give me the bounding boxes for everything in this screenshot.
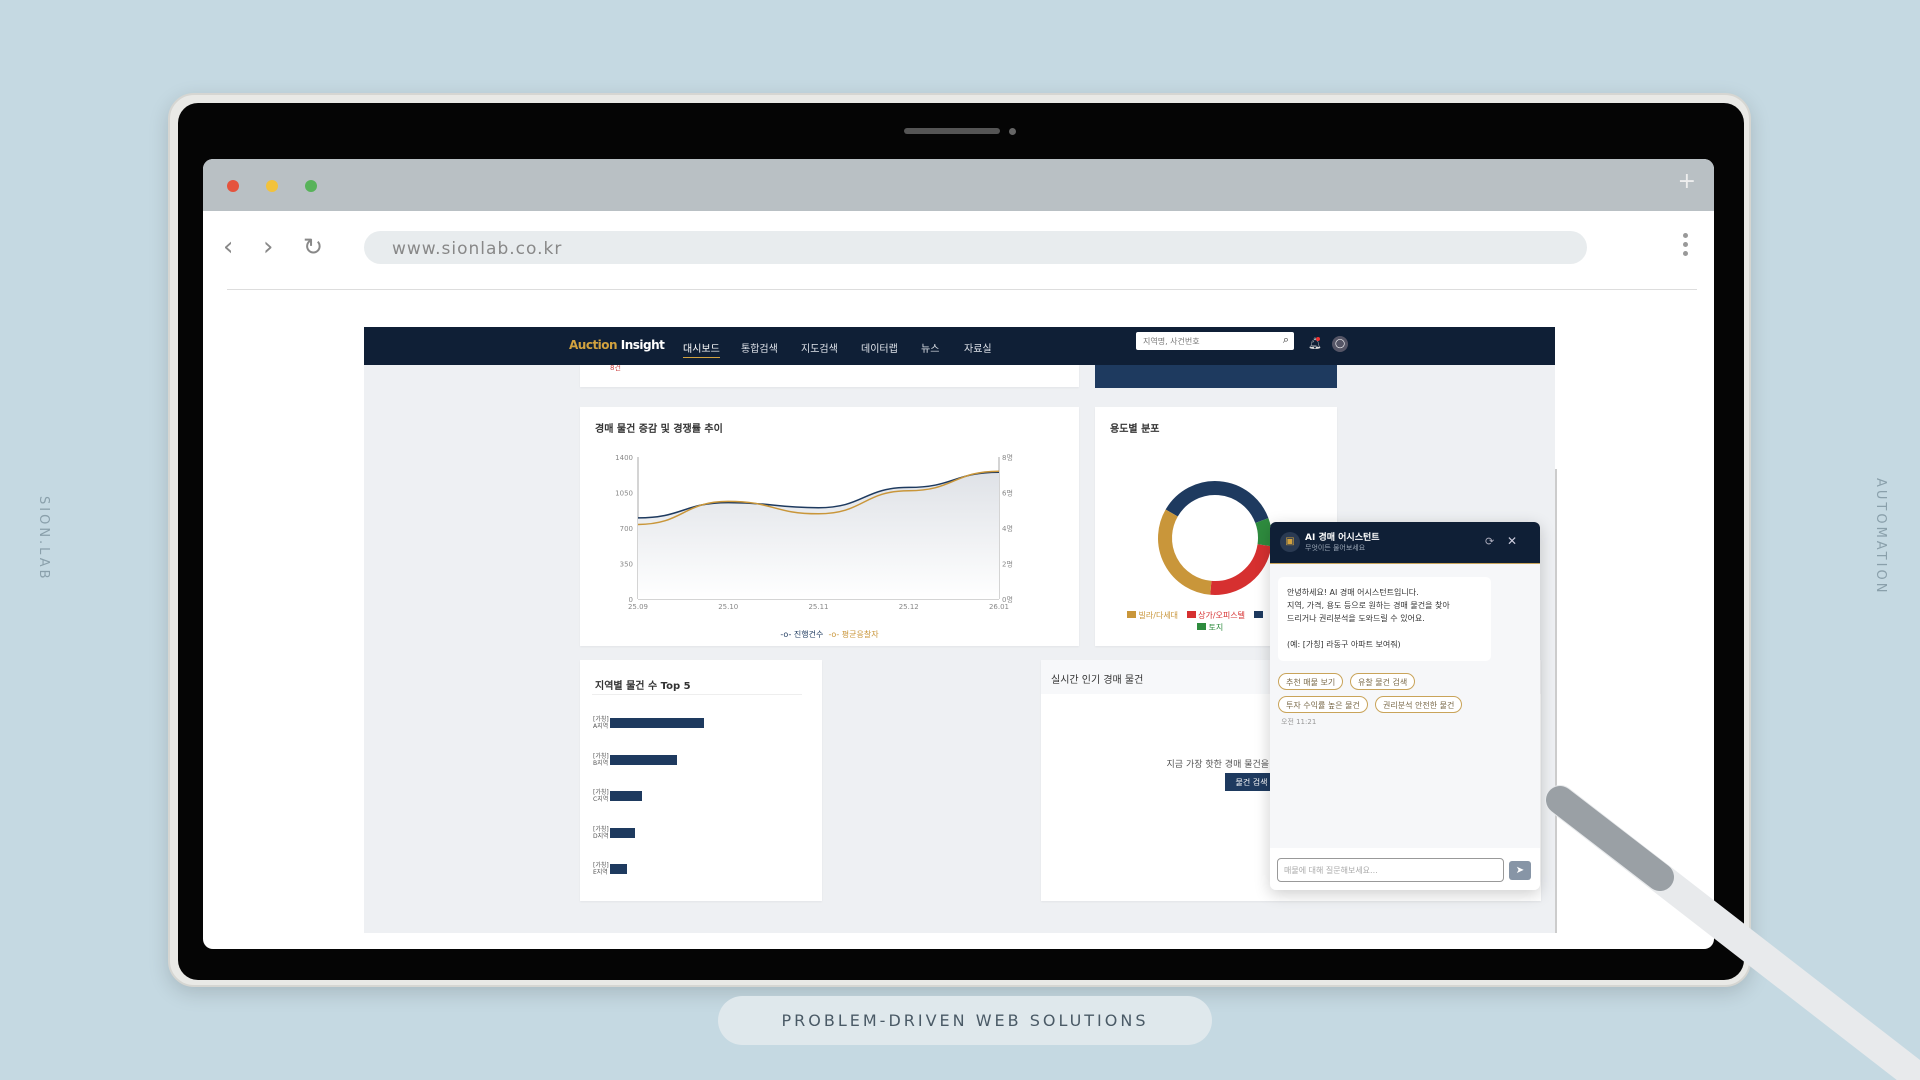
series-area — [638, 472, 999, 599]
y-tick-right: 8명 — [1002, 453, 1013, 462]
chart-title: 지역별 물건 수 Top 5 — [595, 681, 691, 692]
nav-news[interactable]: 뉴스 — [921, 344, 940, 355]
y-tick-left: 1050 — [615, 490, 633, 498]
search-icon[interactable]: ⌕ — [1282, 333, 1289, 346]
site-logo[interactable]: Auction Insight — [569, 338, 665, 352]
region-bar — [610, 864, 627, 874]
chart-legend: -o- 진행건수 -o- 평균응찰자 — [580, 629, 1079, 640]
nav-map-search[interactable]: 지도검색 — [801, 344, 838, 355]
header-search-input[interactable]: 지역명, 사건번호 ⌕ — [1136, 332, 1294, 350]
chip-failed-bid[interactable]: 유찰 물건 검색 — [1350, 673, 1416, 690]
nav-datalab[interactable]: 데이터랩 — [861, 344, 898, 355]
usage-donut-chart — [1158, 481, 1272, 595]
bar-label: [가칭] D지역 — [593, 825, 609, 840]
refresh-icon[interactable]: ⟳ — [1485, 535, 1495, 548]
region-bar — [610, 754, 677, 765]
chip-recommended[interactable]: 추천 매물 보기 — [1278, 673, 1344, 690]
region-bar — [610, 791, 642, 801]
donut-legend: 빌라/다세대 상가/오피스텔 토지 — [1127, 610, 1327, 634]
x-tick: 25.09 — [628, 603, 648, 611]
region-top5-card: 지역별 물건 수 Top 5 [가칭] A지역 [가칭] B지역 [가칭] C지역 [… — [580, 660, 822, 901]
send-icon[interactable]: ➤ — [1509, 861, 1531, 880]
trend-chart-card: 경매 물건 증감 및 경쟁률 추이 0 350 700 1050 1400 0명 2명 4명 6… — [580, 407, 1079, 646]
series-line — [637, 470, 1000, 526]
table-cell: 8건 — [610, 364, 621, 372]
robot-icon: ▣ — [1280, 532, 1300, 552]
region-bar — [610, 718, 704, 728]
close-icon[interactable]: ✕ — [1507, 534, 1518, 548]
x-tick: 25.12 — [899, 603, 919, 611]
y-tick-right: 0명 — [1002, 595, 1013, 604]
y-tick-left: 350 — [620, 561, 633, 569]
divider — [227, 289, 1697, 290]
nav-search[interactable]: 통합검색 — [741, 344, 778, 355]
y-tick-left: 1400 — [615, 454, 633, 462]
donut-slice — [1165, 481, 1269, 524]
reload-icon[interactable]: ↻ — [303, 233, 324, 261]
chat-header: ▣ AI 경매 어시스턴트 무엇이든 물어보세요 ⟳ ✕ — [1270, 522, 1540, 564]
assistant-message: 안녕하세요! AI 경매 어시스턴트입니다. 지역, 가격, 용도 등으로 원하는… — [1278, 577, 1491, 661]
side-label-left: SION.LAB — [36, 496, 51, 582]
divider — [592, 694, 802, 695]
y-tick-right: 6명 — [1002, 489, 1013, 498]
new-tab-button[interactable]: + — [1677, 169, 1696, 194]
donut-slice — [1210, 543, 1272, 595]
camera-dot — [1009, 128, 1016, 135]
address-bar[interactable]: www.sionlab.co.kr — [364, 231, 1587, 264]
y-tick-right: 2명 — [1002, 560, 1013, 569]
forward-icon[interactable]: › — [263, 232, 274, 262]
close-window-dot[interactable] — [227, 180, 239, 192]
x-tick: 25.11 — [808, 603, 828, 611]
nav-dashboard[interactable]: 대시보드 — [683, 340, 720, 358]
chart-title: 경매 물건 증감 및 경쟁률 추이 — [595, 424, 723, 435]
summary-table-partial: 8건 — [580, 364, 1079, 387]
region-bar — [610, 827, 636, 838]
back-icon[interactable]: ‹ — [223, 232, 234, 262]
nav-library[interactable]: 자료실 — [964, 344, 992, 355]
y-tick-left: 700 — [620, 525, 633, 533]
chat-input[interactable]: 매물에 대해 질문해보세요... — [1277, 858, 1504, 882]
chip-high-return[interactable]: 투자 수익률 높은 물건 — [1278, 696, 1368, 713]
legend-series-2[interactable]: -o- 평균응찰자 — [828, 630, 879, 639]
legend-series-1[interactable]: -o- 진행건수 — [780, 630, 824, 639]
bar-label: [가칭] B지역 — [593, 752, 609, 767]
trend-line-chart: 0 350 700 1050 1400 0명 2명 4명 6명 8명 25.09 25.10 25.11… — [615, 453, 1013, 611]
summary-panel-partial — [1095, 365, 1337, 388]
stylus-pen — [1545, 785, 1920, 1080]
site-header: Auction Insight 대시보드 통합검색 지도검색 데이터랩 뉴스 자… — [364, 327, 1555, 365]
camera-bar — [904, 128, 1000, 134]
minimize-window-dot[interactable] — [266, 180, 278, 192]
donut-slice — [1255, 518, 1272, 547]
bell-icon[interactable]: 🔔︎ — [1308, 337, 1322, 350]
bar-label: [가칭] A지역 — [593, 716, 609, 730]
tab-bar: + — [203, 159, 1714, 211]
tagline-pill: PROBLEM-DRIVEN WEB SOLUTIONS — [718, 996, 1212, 1045]
x-tick: 25.10 — [718, 603, 738, 611]
y-tick-right: 4명 — [1002, 524, 1013, 533]
menu-icon[interactable] — [1683, 233, 1689, 256]
maximize-window-dot[interactable] — [305, 180, 317, 192]
donut-slice — [1158, 509, 1212, 595]
ai-assistant-widget: ▣ AI 경매 어시스턴트 무엇이든 물어보세요 ⟳ ✕ 안녕하세요! AI 경… — [1270, 522, 1540, 890]
message-time: 오전 11:21 — [1281, 718, 1317, 726]
y-tick-left: 0 — [629, 596, 633, 604]
bar-label: [가칭] C지역 — [593, 789, 609, 803]
chip-safe-rights[interactable]: 권리분석 안전한 물건 — [1375, 696, 1463, 713]
x-tick: 26.01 — [989, 603, 1009, 611]
scrollbar[interactable] — [1555, 469, 1557, 933]
bar-label: [가칭] E지역 — [593, 862, 609, 876]
user-avatar-icon[interactable]: ◯ — [1332, 336, 1348, 352]
side-label-right: AUTOMATION — [1873, 478, 1888, 596]
hot-empty-message: 지금 가장 핫한 경매 물건을 확인해보세요. — [1166, 760, 1325, 770]
chart-title: 용도별 분포 — [1110, 424, 1160, 435]
